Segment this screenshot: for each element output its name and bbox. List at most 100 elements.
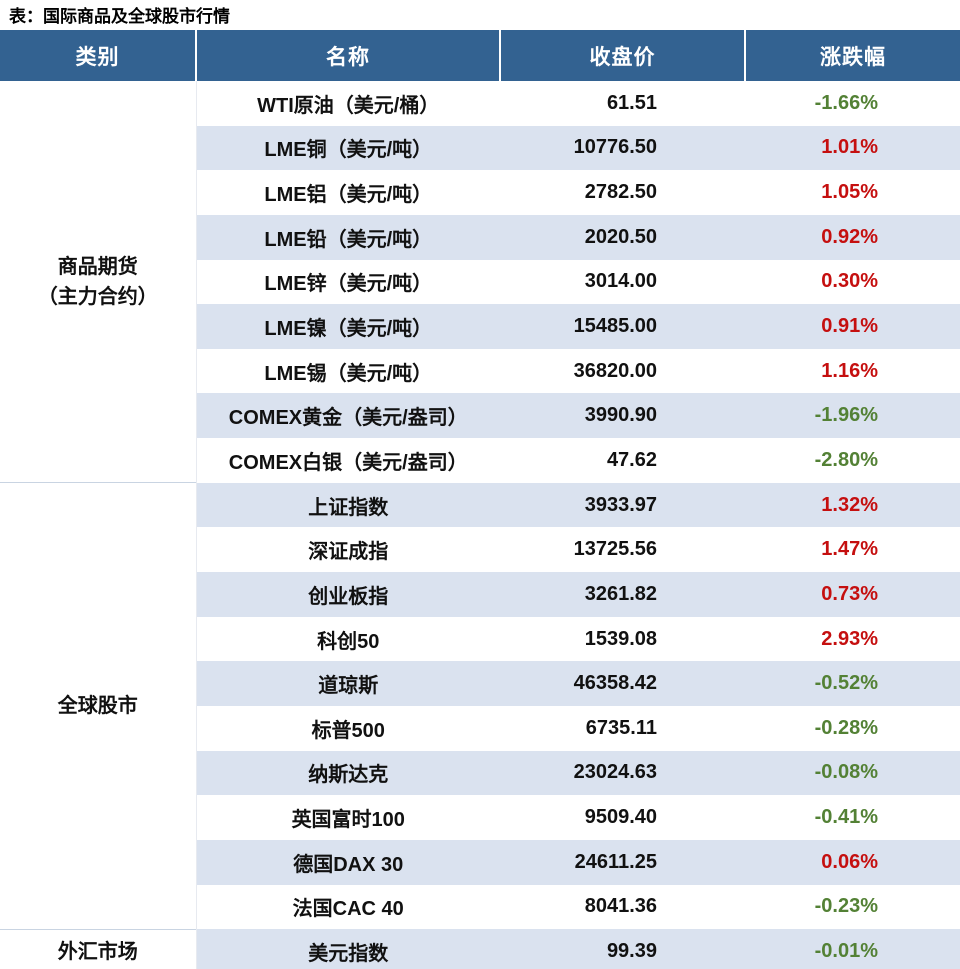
category-cell-global-equities: 全球股市	[0, 482, 197, 930]
name-cell: LME锌（美元/吨）	[264, 273, 433, 296]
change-cell: -0.08%	[745, 750, 960, 796]
close-price-cell: 15485.00	[500, 304, 745, 349]
close-price-cell: 24611.25	[500, 839, 745, 885]
name-cell: 美元指数	[196, 929, 500, 969]
change-value: -0.23%	[814, 895, 878, 918]
name-cell: LME铜（美元/吨）	[196, 125, 500, 171]
category-label-line1: 全球股市	[57, 694, 138, 717]
table-row: 纳斯达克 23024.63 -0.08%	[0, 750, 960, 796]
table-row: LME镍（美元/吨） 15485.00 0.91%	[0, 304, 960, 349]
change-cell: -2.80%	[745, 438, 960, 483]
table-row: 创业板指 3261.82 0.73%	[0, 572, 960, 617]
table-row: 全球股市 上证指数 3933.97 1.32%	[0, 482, 960, 930]
change-cell: -1.96%	[745, 393, 960, 439]
change-value: -0.28%	[814, 716, 878, 739]
table-row: 标普500 6735.11 -0.28%	[0, 706, 960, 751]
change-cell: 0.73%	[745, 572, 960, 617]
name-cell: 标普500	[311, 719, 385, 742]
change-value: 1.05%	[821, 181, 878, 204]
column-header-change: 涨跌幅	[744, 30, 960, 81]
change-value: -0.41%	[814, 806, 878, 829]
table-row: 外汇市场 美元指数 99.39 -0.01%	[0, 928, 960, 969]
table-row: LME锡（美元/吨） 36820.00 1.16%	[0, 349, 960, 394]
close-price-cell: 2020.50	[500, 214, 745, 260]
close-price-cell: 6735.11	[585, 716, 657, 739]
change-value: -2.80%	[814, 448, 878, 471]
change-value: 1.16%	[821, 359, 878, 382]
name-cell: COMEX黄金（美元/盎司）	[196, 393, 500, 439]
table-title: 表：国际商品及全球股市行情	[9, 7, 230, 26]
change-value: 0.91%	[821, 315, 878, 338]
table-row: 法国CAC 40 8041.36 -0.23%	[0, 885, 960, 930]
change-cell: 1.05%	[745, 170, 960, 215]
table-row: LME铝（美元/吨） 2782.50 1.05%	[0, 170, 960, 215]
close-price-cell: 3990.90	[500, 393, 745, 439]
close-price-cell: 3933.97	[500, 482, 745, 528]
change-value: 0.06%	[821, 850, 878, 873]
table-row: 德国DAX 30 24611.25 0.06%	[0, 839, 960, 885]
name-cell: LME镍（美元/吨）	[196, 304, 500, 349]
close-price-cell: 9509.40	[584, 806, 657, 829]
name-cell: LME铅（美元/吨）	[196, 214, 500, 260]
change-cell: -0.52%	[745, 661, 960, 706]
change-cell: -0.28%	[745, 706, 960, 751]
table-row: 商品期货 （主力合约） WTI原油（美元/桶） 61.51 -1.66%	[0, 81, 960, 483]
change-value: 1.01%	[821, 136, 878, 159]
category-label-line1: 外汇市场	[57, 940, 138, 963]
category-cell-commodities: 商品期货 （主力合约）	[0, 81, 197, 483]
table-row: 道琼斯 46358.42 -0.52%	[0, 661, 960, 706]
header-row: 类别 名称 收盘价 涨跌幅	[0, 30, 960, 81]
change-value: -1.66%	[814, 91, 878, 114]
table-row: 深证成指 13725.56 1.47%	[0, 527, 960, 572]
table-row: LME铜（美元/吨） 10776.50 1.01%	[0, 125, 960, 171]
change-value: 2.93%	[821, 627, 878, 650]
close-price-cell: 8041.36	[584, 895, 657, 918]
name-cell: 上证指数	[196, 482, 500, 528]
close-price-cell: 13725.56	[573, 538, 657, 561]
name-cell: 道琼斯	[196, 661, 500, 706]
change-cell: 1.16%	[745, 349, 960, 394]
close-price-cell: 3261.82	[500, 572, 745, 617]
column-header-close: 收盘价	[499, 30, 745, 81]
change-cell: 1.47%	[745, 527, 960, 572]
change-value: 0.30%	[821, 270, 878, 293]
name-cell: 纳斯达克	[196, 750, 500, 796]
close-price-cell: 10776.50	[500, 125, 745, 171]
table-row: LME铅（美元/吨） 2020.50 0.92%	[0, 214, 960, 260]
table-row: 英国富时100 9509.40 -0.41%	[0, 795, 960, 840]
category-label-line2: （主力合约）	[37, 285, 158, 308]
table-row: 科创50 1539.08 2.93%	[0, 617, 960, 662]
change-value: -0.08%	[814, 761, 878, 784]
close-price-cell: 61.51	[606, 91, 657, 114]
change-cell: 0.06%	[745, 839, 960, 885]
change-value: -0.52%	[814, 672, 878, 695]
close-price-cell: 3014.00	[584, 270, 657, 293]
change-value: 0.92%	[821, 225, 878, 248]
category-label-line1: 商品期货	[57, 255, 138, 278]
close-price-cell: 36820.00	[573, 359, 657, 382]
name-cell: 深证成指	[308, 541, 389, 564]
table-row: LME锌（美元/吨） 3014.00 0.30%	[0, 260, 960, 305]
name-cell: 创业板指	[196, 572, 500, 617]
change-value: -0.01%	[814, 940, 878, 963]
name-cell: COMEX白银（美元/盎司）	[228, 451, 468, 474]
close-price-cell: 1539.08	[584, 627, 657, 650]
name-cell: 英国富时100	[291, 809, 405, 832]
change-cell: -0.23%	[745, 885, 960, 930]
name-cell: 法国CAC 40	[292, 898, 404, 921]
change-cell: 0.92%	[745, 214, 960, 260]
market-quotes-table: 类别 名称 收盘价 涨跌幅 商品期货 （主力合约） WTI原油（美元/桶） 61…	[0, 30, 960, 969]
change-cell: 0.30%	[745, 260, 960, 305]
name-cell: LME锡（美元/吨）	[264, 362, 433, 385]
close-price-cell: 99.39	[500, 929, 745, 969]
change-cell: -0.01%	[745, 929, 960, 969]
name-cell: 科创50	[317, 630, 380, 653]
close-price-cell: 23024.63	[500, 750, 745, 796]
change-cell: 2.93%	[745, 617, 960, 662]
name-cell: WTI原油（美元/桶）	[257, 94, 440, 117]
change-value: -1.96%	[814, 404, 878, 427]
change-value: 0.73%	[821, 582, 878, 605]
change-cell: 0.91%	[745, 304, 960, 349]
table-header: 类别 名称 收盘价 涨跌幅	[0, 30, 960, 81]
